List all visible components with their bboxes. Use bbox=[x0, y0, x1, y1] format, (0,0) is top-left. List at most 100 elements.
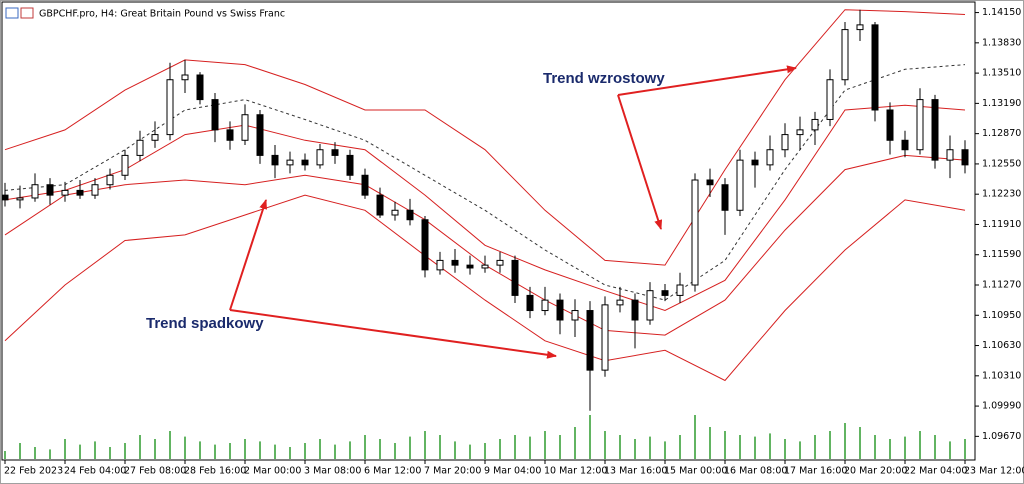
candle-body bbox=[826, 79, 834, 120]
candle-body bbox=[76, 189, 84, 196]
candle-body bbox=[181, 74, 189, 81]
y-tick-label: 1.11270 bbox=[982, 280, 1021, 291]
candle-body bbox=[226, 129, 234, 141]
x-tick-label: 23 Mar 12:00 bbox=[964, 466, 1024, 477]
candle-body bbox=[466, 264, 474, 269]
chart-header: GBPCHF.pro, H4: Great Britain Pound vs S… bbox=[5, 7, 285, 20]
candle-body bbox=[736, 159, 744, 211]
y-tick-label: 1.13190 bbox=[982, 98, 1021, 109]
x-tick-label: 2 Mar 00:00 bbox=[244, 466, 301, 477]
icon bbox=[20, 7, 34, 19]
x-tick-label: 15 Mar 00:00 bbox=[664, 466, 727, 477]
arrow bbox=[617, 65, 797, 96]
arrow bbox=[229, 309, 557, 359]
candle-body bbox=[211, 99, 219, 131]
candle-body bbox=[886, 109, 894, 141]
arrow bbox=[229, 199, 268, 311]
annotation: Trend spadkowy bbox=[146, 315, 264, 332]
candle-body bbox=[676, 284, 684, 296]
x-tick-label: 22 Feb 2023 bbox=[4, 466, 63, 477]
candle-body bbox=[916, 99, 924, 151]
arrows bbox=[229, 65, 797, 359]
candle-body bbox=[646, 290, 654, 321]
x-tick-label: 10 Mar 12:00 bbox=[544, 466, 607, 477]
y-tick-label: 1.12870 bbox=[982, 128, 1021, 139]
candle-body bbox=[766, 149, 774, 166]
candle-body bbox=[931, 99, 939, 161]
candle-body bbox=[406, 209, 414, 221]
candle-body bbox=[61, 189, 69, 196]
candle-body bbox=[706, 179, 714, 186]
candle-body bbox=[586, 310, 594, 371]
candle-body bbox=[616, 299, 624, 306]
candle-body bbox=[391, 209, 399, 216]
candle-body bbox=[751, 159, 759, 166]
arrow bbox=[617, 94, 663, 230]
y-tick-label: 1.13830 bbox=[982, 37, 1021, 48]
x-tick-label: 6 Mar 12:00 bbox=[364, 466, 421, 477]
y-tick-label: 1.12230 bbox=[982, 189, 1021, 200]
candle-body bbox=[631, 299, 639, 321]
candle-body bbox=[106, 174, 114, 186]
x-tick-label: 3 Mar 08:00 bbox=[304, 466, 361, 477]
x-tick-label: 9 Mar 04:00 bbox=[484, 466, 541, 477]
y-tick-label: 1.10630 bbox=[982, 340, 1021, 351]
candle-body bbox=[346, 154, 354, 176]
x-tick-label: 24 Feb 04:00 bbox=[64, 466, 126, 477]
candle-body bbox=[361, 174, 369, 196]
candle-body bbox=[91, 184, 99, 196]
candle-body bbox=[286, 159, 294, 166]
candle-body bbox=[436, 259, 444, 271]
candle-body bbox=[121, 154, 129, 176]
candle-body bbox=[1, 194, 9, 201]
candle-body bbox=[316, 149, 324, 166]
candle-body bbox=[451, 259, 459, 266]
marks: 1.14150 1.13830 1.13510 1.13190 1.12870 1.125… bbox=[1, 7, 1024, 477]
y-tick-label: 1.14150 bbox=[982, 7, 1021, 18]
candle-body bbox=[691, 179, 699, 286]
candle-body bbox=[526, 294, 534, 312]
candle-body bbox=[241, 114, 249, 141]
candle-body bbox=[946, 149, 954, 161]
candle-body bbox=[571, 310, 579, 321]
candle-body bbox=[871, 24, 879, 111]
candle-body bbox=[196, 74, 204, 101]
y-tick-label: 1.09670 bbox=[982, 431, 1021, 442]
candle-body bbox=[961, 149, 969, 166]
chart-title: GBPCHF.pro, H4: Great Britain Pound vs S… bbox=[39, 9, 285, 20]
y-tick-label: 1.09990 bbox=[982, 401, 1021, 412]
candle-body bbox=[16, 197, 24, 201]
band-line bbox=[4, 9, 966, 266]
candle-body bbox=[781, 134, 789, 151]
candle-body bbox=[661, 290, 669, 296]
y-tick-label: 1.10310 bbox=[982, 370, 1021, 381]
x-tick-label: 22 Mar 04:00 bbox=[904, 466, 967, 477]
candle-body bbox=[496, 259, 504, 266]
candle-body bbox=[556, 299, 564, 321]
candle-body bbox=[901, 139, 909, 151]
candle-body bbox=[46, 184, 54, 196]
x-tick-label: 17 Mar 16:00 bbox=[784, 466, 847, 477]
candle-body bbox=[541, 299, 549, 312]
candle-body bbox=[421, 219, 429, 271]
candle-body bbox=[811, 118, 819, 131]
icon bbox=[5, 7, 19, 19]
candle-body bbox=[601, 304, 609, 371]
candle-body bbox=[841, 29, 849, 81]
candle-body bbox=[256, 114, 264, 156]
candle-body bbox=[856, 24, 864, 31]
plot-area bbox=[1, 1, 976, 461]
candle-body bbox=[481, 264, 489, 269]
y-tick-label: 1.12550 bbox=[982, 158, 1021, 169]
candle-body bbox=[796, 129, 804, 136]
y-tick-label: 1.13510 bbox=[982, 68, 1021, 79]
band-line bbox=[4, 104, 966, 312]
y-tick-label: 1.11910 bbox=[982, 219, 1021, 230]
x-tick-label: 28 Feb 16:00 bbox=[184, 466, 246, 477]
candle-body bbox=[151, 134, 159, 141]
candle-body bbox=[271, 154, 279, 166]
x-tick-label: 27 Feb 08:00 bbox=[124, 466, 186, 477]
candle-body bbox=[301, 159, 309, 166]
band-line bbox=[4, 194, 966, 382]
